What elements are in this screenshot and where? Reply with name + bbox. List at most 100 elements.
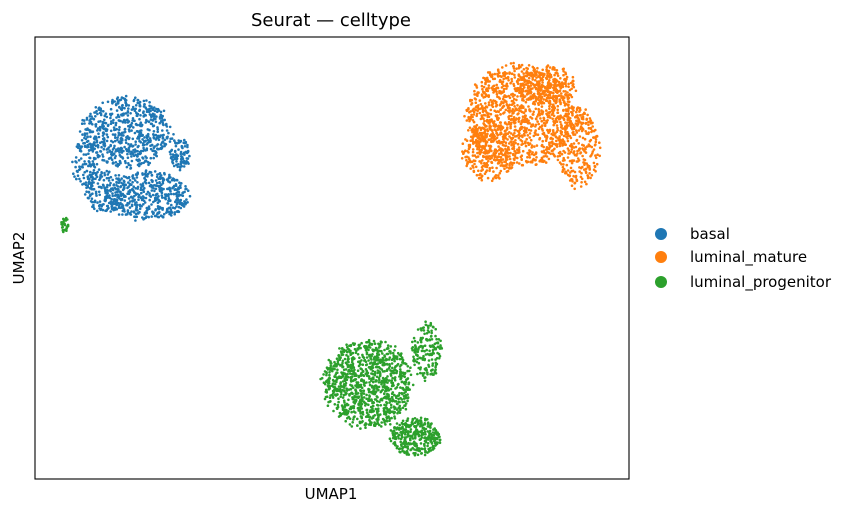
data-point xyxy=(115,203,119,206)
data-point xyxy=(526,121,529,124)
data-point xyxy=(387,366,391,370)
data-point xyxy=(372,392,376,396)
data-point xyxy=(531,102,535,105)
data-point xyxy=(353,368,356,372)
data-point xyxy=(495,83,499,87)
data-point xyxy=(500,127,504,131)
data-point xyxy=(560,83,563,87)
data-point xyxy=(161,123,165,126)
data-point xyxy=(400,434,404,437)
data-point xyxy=(74,160,77,163)
data-point xyxy=(360,394,363,397)
data-point xyxy=(479,128,483,132)
data-point xyxy=(400,444,403,448)
data-point xyxy=(123,106,126,110)
data-point xyxy=(499,155,503,159)
data-point xyxy=(590,129,594,133)
data-point xyxy=(564,132,568,136)
data-point xyxy=(348,417,352,421)
data-point xyxy=(381,363,385,367)
data-point xyxy=(465,139,469,142)
data-point xyxy=(536,120,539,123)
data-point xyxy=(593,143,597,147)
data-point xyxy=(531,123,535,126)
data-point xyxy=(531,82,535,86)
data-point xyxy=(133,194,136,198)
data-point xyxy=(97,120,100,123)
data-point xyxy=(378,345,382,348)
data-point xyxy=(360,386,364,390)
data-point xyxy=(528,156,532,159)
data-point xyxy=(160,194,164,197)
data-point xyxy=(396,394,400,398)
data-point xyxy=(181,194,185,197)
data-point xyxy=(177,194,180,198)
data-point xyxy=(120,131,124,135)
data-point xyxy=(360,341,363,345)
data-point xyxy=(121,192,125,196)
data-point xyxy=(365,356,369,359)
data-point xyxy=(156,127,159,131)
data-point xyxy=(424,367,428,370)
data-point xyxy=(370,372,373,375)
data-point xyxy=(518,132,521,135)
data-point xyxy=(403,440,406,444)
data-point xyxy=(118,140,122,143)
data-point xyxy=(522,68,526,71)
data-point xyxy=(112,126,116,129)
data-point xyxy=(98,178,101,182)
data-point xyxy=(416,341,420,344)
data-point xyxy=(168,175,171,178)
data-point xyxy=(481,164,485,168)
data-point xyxy=(95,194,98,197)
data-point xyxy=(362,396,366,399)
data-point xyxy=(147,108,150,111)
data-point xyxy=(406,396,410,399)
data-point xyxy=(540,150,544,153)
data-point xyxy=(183,138,186,142)
data-point xyxy=(99,149,102,153)
data-point xyxy=(328,396,332,400)
data-point xyxy=(370,367,374,370)
data-point xyxy=(406,369,409,373)
data-point xyxy=(167,194,170,198)
data-point xyxy=(513,158,516,161)
data-point xyxy=(566,132,570,136)
data-point xyxy=(494,137,497,141)
data-point xyxy=(473,97,477,100)
data-point xyxy=(583,168,586,171)
data-point xyxy=(404,402,408,405)
data-point xyxy=(146,141,149,145)
data-point xyxy=(567,152,570,155)
data-point xyxy=(421,345,425,348)
data-point xyxy=(95,175,99,179)
data-point xyxy=(484,144,487,147)
data-point xyxy=(132,126,135,129)
data-point xyxy=(377,381,381,384)
data-point xyxy=(514,141,517,145)
data-point xyxy=(466,150,469,153)
data-point xyxy=(131,180,134,184)
data-point xyxy=(583,137,587,141)
data-point xyxy=(545,65,549,68)
data-point xyxy=(503,111,506,114)
data-point xyxy=(367,338,371,342)
data-point xyxy=(427,438,430,441)
data-point xyxy=(162,212,166,216)
data-point xyxy=(177,148,180,151)
data-point xyxy=(163,173,166,176)
data-point xyxy=(151,193,155,197)
data-point xyxy=(371,410,375,413)
data-point xyxy=(136,114,139,118)
data-point xyxy=(115,109,119,112)
data-point xyxy=(129,167,132,170)
data-point xyxy=(159,143,163,146)
data-point xyxy=(100,175,104,178)
data-point xyxy=(340,390,343,394)
data-point xyxy=(587,126,591,130)
data-point xyxy=(438,441,442,445)
data-point xyxy=(412,440,416,444)
data-point xyxy=(105,139,109,143)
data-point xyxy=(341,361,344,365)
data-point xyxy=(158,185,161,189)
